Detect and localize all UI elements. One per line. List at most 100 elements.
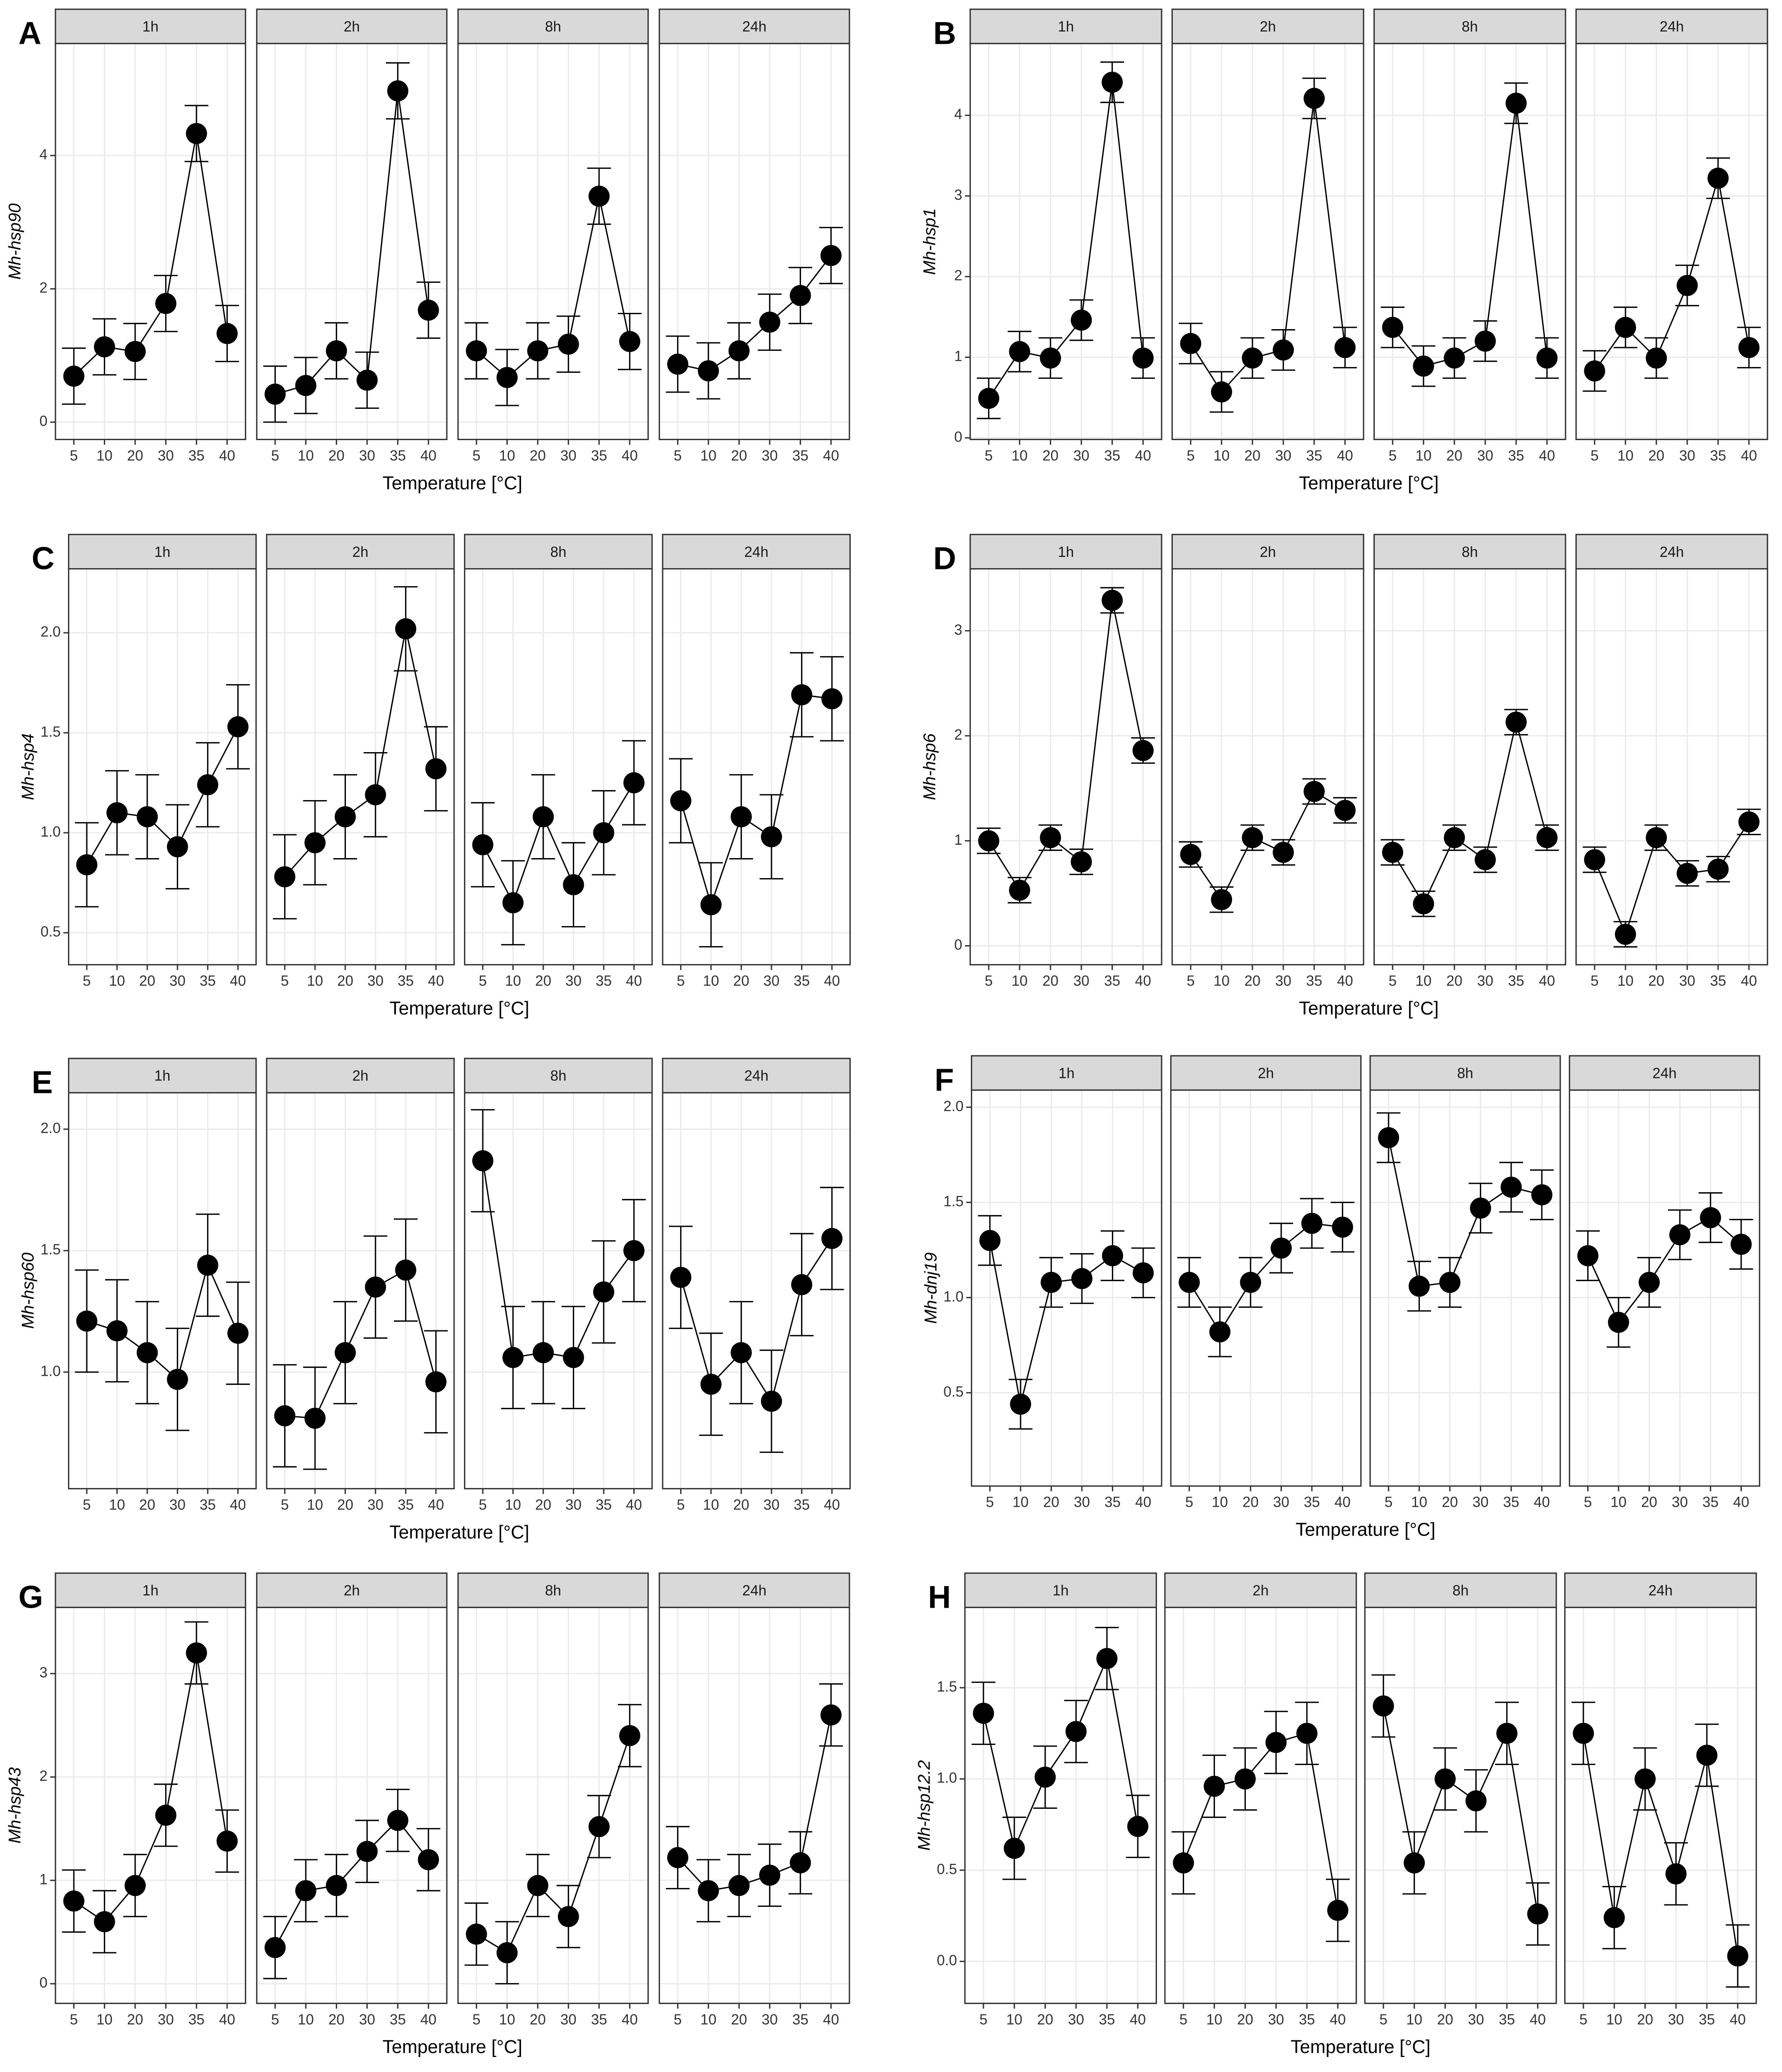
- x-tick-label: 10: [1617, 973, 1633, 989]
- point: [761, 826, 782, 848]
- strip: [68, 534, 257, 570]
- x-tick-label: 10: [1206, 2012, 1222, 2028]
- x-tick-label: 10: [700, 448, 716, 464]
- plot-area: [55, 43, 246, 440]
- y-tick-label: 2: [954, 727, 962, 743]
- x-tick-label: 5: [985, 973, 993, 989]
- x-tick-label: 35: [792, 448, 809, 464]
- x-tick-label: 40: [823, 448, 839, 464]
- point: [563, 1347, 584, 1368]
- plot-border: [969, 43, 1162, 441]
- y-tick-label: 0: [954, 937, 962, 953]
- point: [1240, 1271, 1261, 1293]
- strip: [464, 1057, 653, 1094]
- point: [63, 365, 85, 387]
- plot-border: [457, 43, 649, 441]
- x-tick-label: 5: [1579, 2012, 1587, 2028]
- point: [1071, 310, 1092, 331]
- x-tick-label: 35: [1104, 448, 1120, 464]
- x-tick-label: 5: [674, 2012, 682, 2028]
- x-tick-label: 20: [731, 2012, 747, 2028]
- facet-title: 24h: [744, 544, 769, 560]
- point: [1211, 381, 1233, 403]
- facet-title: 1h: [1059, 1065, 1075, 1081]
- panel-label: E: [32, 1065, 53, 1100]
- plot-area: [659, 43, 849, 440]
- x-tick-label: 5: [986, 1494, 994, 1511]
- point: [667, 1847, 688, 1868]
- point: [1265, 1732, 1287, 1753]
- facet-title: 2h: [352, 544, 368, 560]
- point: [1332, 1216, 1353, 1238]
- y-tick-label: 4: [954, 106, 962, 123]
- x-tick-label: 20: [1243, 1494, 1259, 1511]
- point: [1676, 274, 1698, 296]
- point: [265, 383, 286, 405]
- x-tick-label: 40: [626, 1497, 642, 1513]
- x-tick-label: 5: [979, 2012, 987, 2028]
- point: [978, 388, 1000, 409]
- x-tick-label: 5: [70, 2012, 78, 2028]
- x-tick-label: 30: [565, 973, 582, 989]
- point: [502, 1347, 524, 1368]
- line: [983, 1656, 1139, 1850]
- strip: [662, 534, 851, 570]
- point: [356, 1840, 378, 1862]
- y-tick-label: 0.5: [937, 1861, 957, 1877]
- plot-area: [267, 569, 454, 965]
- point: [274, 866, 295, 888]
- point: [395, 1259, 416, 1281]
- x-tick-label: 5: [677, 1497, 685, 1513]
- x-tick-label: 35: [1702, 1494, 1719, 1511]
- x-tick-label: 35: [189, 2012, 205, 2028]
- x-tick-label: 10: [96, 448, 113, 464]
- point: [106, 802, 128, 823]
- x-tick-label: 20: [1648, 973, 1664, 989]
- x-tick-label: 5: [281, 1497, 289, 1513]
- point: [1603, 1907, 1625, 1928]
- x-tick-label: 20: [733, 1497, 749, 1513]
- point: [1065, 1721, 1087, 1742]
- point: [1132, 740, 1154, 761]
- facet-plot: [1576, 43, 1768, 445]
- point: [698, 360, 719, 382]
- facet-title: 2h: [344, 1583, 360, 1599]
- x-tick-label: 20: [1437, 2012, 1453, 2028]
- plot-area: [257, 43, 447, 440]
- facet-plot: [1576, 569, 1768, 970]
- point: [1204, 1775, 1225, 1797]
- x-tick-label: 20: [535, 973, 552, 989]
- point: [304, 832, 326, 853]
- point: [1180, 844, 1202, 865]
- x-tick-label: 30: [1275, 973, 1291, 989]
- strip: [1171, 534, 1364, 570]
- plot-border: [1564, 1606, 1757, 2004]
- point: [1235, 1768, 1256, 1790]
- point: [1071, 1268, 1093, 1289]
- x-tick-label: 5: [271, 2012, 279, 2028]
- plot-border: [55, 1606, 247, 2004]
- strip: [969, 8, 1162, 44]
- x-tick-label: 35: [596, 1497, 612, 1513]
- x-tick-label: 10: [505, 973, 521, 989]
- y-tick-label: 1.5: [40, 1241, 60, 1258]
- plot-border: [457, 1606, 649, 2004]
- x-tick-label: 30: [1275, 448, 1291, 464]
- x-tick-label: 40: [622, 2012, 638, 2028]
- point: [821, 1228, 843, 1249]
- point: [670, 1266, 691, 1288]
- y-tick-label: 2.0: [40, 624, 60, 640]
- x-tick-label: 40: [420, 448, 436, 464]
- point: [124, 341, 146, 362]
- y-tick-label: 2: [954, 267, 962, 284]
- point: [1696, 1745, 1718, 1766]
- point: [1404, 1852, 1425, 1874]
- x-tick-label: 35: [596, 973, 612, 989]
- facet-plot: [970, 43, 1162, 445]
- point: [1178, 1271, 1200, 1293]
- point: [418, 1849, 439, 1871]
- x-tick-label: 20: [529, 448, 546, 464]
- plot-area: [1172, 569, 1364, 965]
- point: [1536, 347, 1558, 369]
- point: [472, 1150, 494, 1171]
